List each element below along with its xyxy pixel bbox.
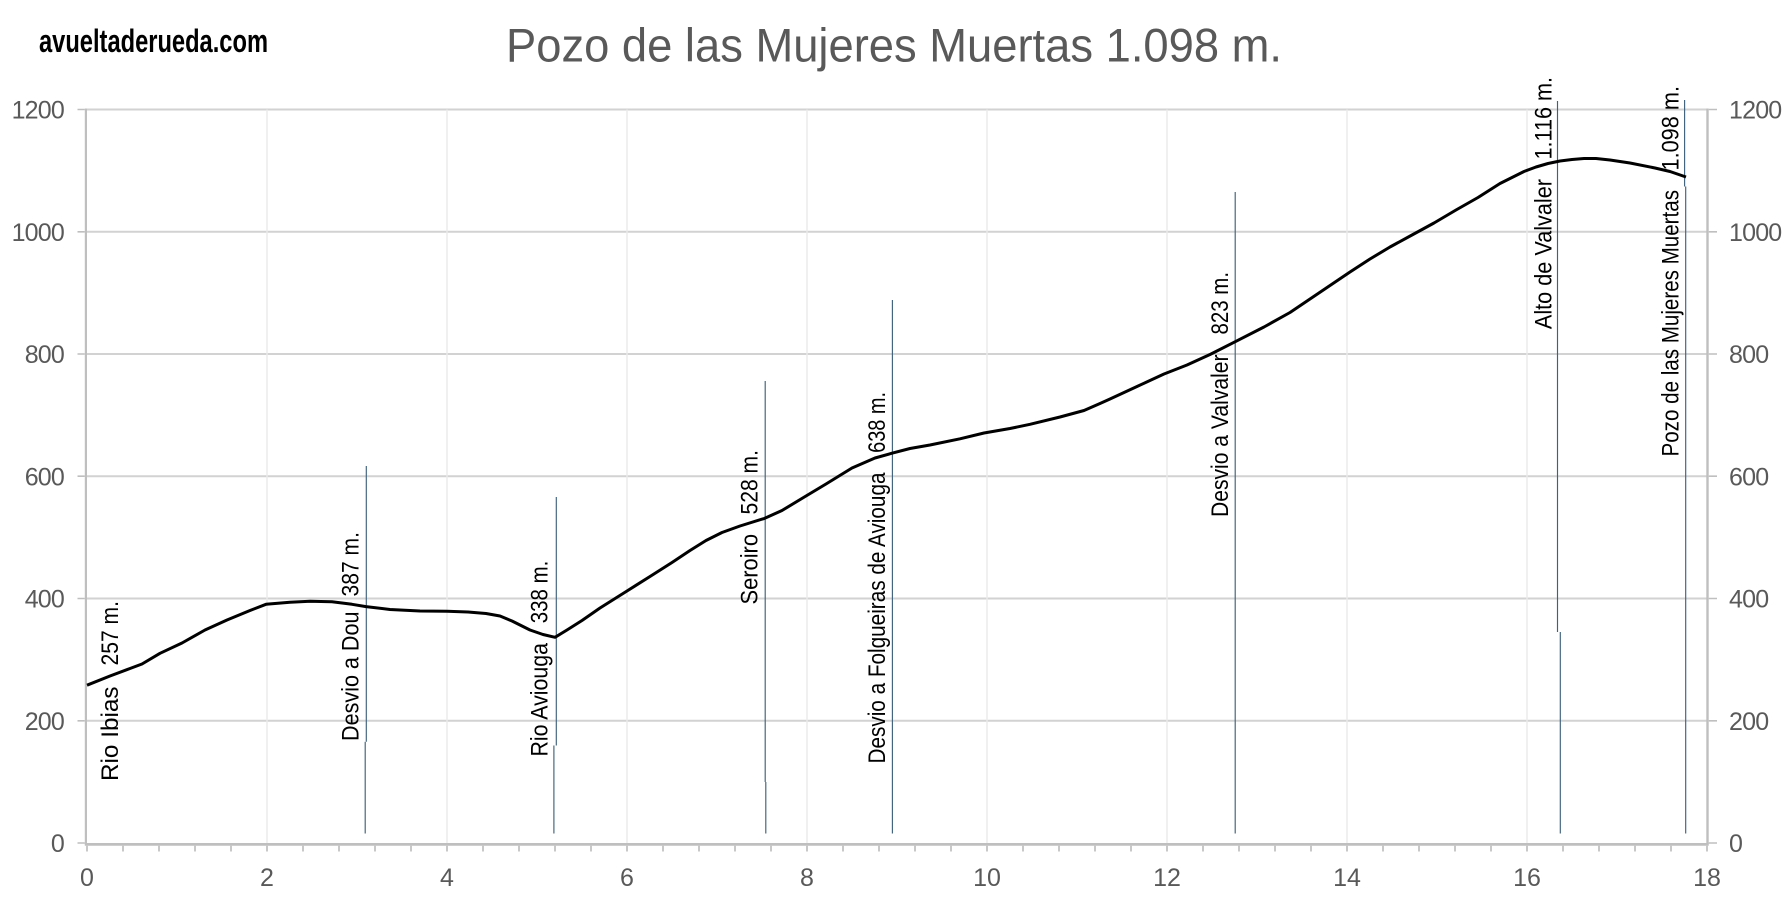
- svg-text:1.098 m.: 1.098 m.: [1657, 86, 1684, 171]
- svg-text:1000: 1000: [12, 219, 64, 247]
- svg-text:2: 2: [260, 864, 274, 892]
- svg-text:400: 400: [1729, 586, 1768, 614]
- svg-text:Desvio a Valvaler: Desvio a Valvaler: [1207, 354, 1234, 517]
- svg-text:1.116 m.: 1.116 m.: [1531, 77, 1558, 160]
- svg-text:Desvio a Folgueiras de Aviouga: Desvio a Folgueiras de Aviouga: [864, 472, 891, 764]
- svg-text:528 m.: 528 m.: [737, 450, 764, 515]
- svg-text:18: 18: [1693, 864, 1721, 892]
- svg-text:823 m.: 823 m.: [1207, 272, 1234, 335]
- svg-text:600: 600: [1729, 463, 1768, 491]
- svg-text:800: 800: [1729, 341, 1768, 369]
- svg-text:0: 0: [80, 864, 94, 892]
- svg-text:10: 10: [973, 864, 1001, 892]
- svg-text:avueltaderueda.com: avueltaderueda.com: [39, 23, 268, 59]
- svg-text:1200: 1200: [12, 97, 64, 125]
- svg-text:Seroiro: Seroiro: [737, 534, 764, 605]
- svg-text:0: 0: [1729, 830, 1742, 858]
- svg-text:1200: 1200: [1729, 97, 1781, 125]
- svg-text:6: 6: [620, 864, 634, 892]
- svg-text:Desvio a Dou: Desvio a Dou: [338, 612, 365, 742]
- svg-text:200: 200: [25, 708, 64, 736]
- svg-text:Pozo de las Mujeres Muertas: Pozo de las Mujeres Muertas: [1657, 190, 1684, 457]
- svg-text:8: 8: [800, 864, 814, 892]
- svg-text:Rio Ibias: Rio Ibias: [97, 687, 124, 782]
- svg-text:387 m.: 387 m.: [338, 532, 365, 597]
- svg-text:Pozo de las Mujeres Muertas 1.: Pozo de las Mujeres Muertas 1.098 m.: [506, 19, 1282, 72]
- svg-text:257 m.: 257 m.: [97, 601, 124, 666]
- svg-text:600: 600: [25, 463, 64, 491]
- svg-text:Alto de Valvaler: Alto de Valvaler: [1531, 179, 1558, 329]
- svg-text:800: 800: [25, 341, 64, 369]
- svg-text:638 m.: 638 m.: [864, 392, 891, 453]
- svg-text:338 m.: 338 m.: [527, 561, 554, 624]
- svg-text:12: 12: [1153, 864, 1181, 892]
- svg-text:200: 200: [1729, 708, 1768, 736]
- svg-text:14: 14: [1333, 864, 1361, 892]
- svg-text:Rio Aviouga: Rio Aviouga: [527, 642, 554, 756]
- svg-text:16: 16: [1513, 864, 1541, 892]
- svg-text:1000: 1000: [1729, 219, 1781, 247]
- svg-text:0: 0: [51, 830, 64, 858]
- svg-text:400: 400: [25, 586, 64, 614]
- svg-text:4: 4: [440, 864, 454, 892]
